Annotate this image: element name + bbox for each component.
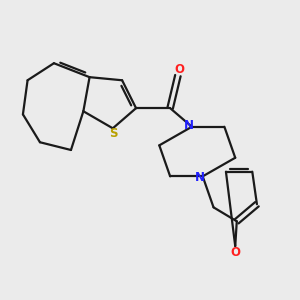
Text: S: S — [109, 128, 118, 140]
Text: O: O — [231, 246, 241, 260]
Text: N: N — [195, 171, 205, 184]
Text: O: O — [174, 63, 184, 76]
Text: N: N — [184, 119, 194, 132]
